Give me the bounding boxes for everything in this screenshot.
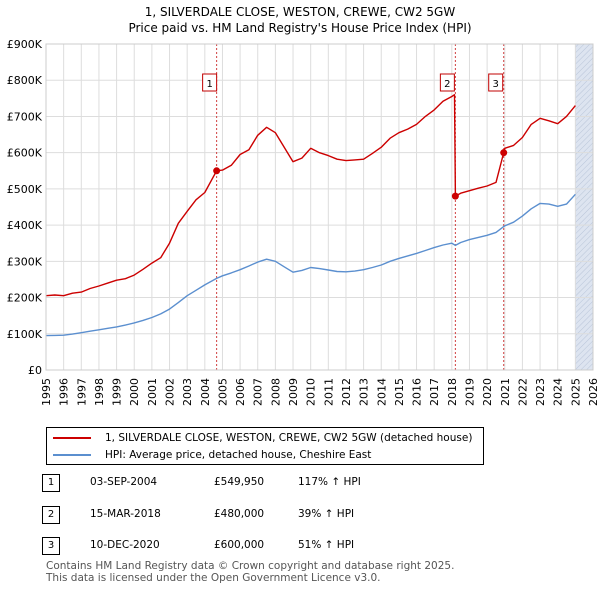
x-tick-label: 2024 — [552, 378, 565, 406]
legend-swatch-property — [53, 437, 91, 439]
x-tick-label: 2020 — [481, 378, 494, 406]
footer-attribution: Contains HM Land Registry data © Crown c… — [46, 560, 454, 584]
x-tick-label: 2023 — [534, 378, 547, 406]
y-tick-label: £800K — [7, 74, 43, 87]
transaction-number-badge: 2 — [42, 506, 60, 524]
x-tick-label: 2007 — [252, 378, 265, 406]
transaction-price: £600,000 — [214, 539, 265, 551]
x-tick-label: 2013 — [358, 378, 371, 406]
sale-number-box — [202, 73, 218, 92]
x-tick-label: 2011 — [322, 378, 335, 406]
y-tick-label: £200K — [7, 292, 43, 305]
y-tick-label: £500K — [7, 183, 43, 196]
x-tick-label: 2008 — [269, 378, 282, 406]
x-tick-label: 2006 — [234, 378, 247, 406]
y-tick-label: £700K — [7, 110, 43, 123]
sale-point — [451, 192, 459, 200]
x-tick-label: 2026 — [587, 378, 600, 406]
x-tick-label: 2025 — [569, 378, 582, 406]
transaction-hpi-change: 117% ↑ HPI — [298, 476, 361, 488]
x-tick-label: 2005 — [216, 378, 229, 406]
x-tick-label: 2003 — [181, 378, 194, 406]
transaction-date: 10-DEC-2020 — [90, 539, 160, 551]
y-tick-label: £600K — [7, 147, 43, 160]
x-tick-label: 1999 — [111, 378, 124, 406]
y-tick-label: £900K — [7, 38, 43, 51]
transaction-price: £549,950 — [214, 476, 265, 488]
x-tick-label: 2021 — [499, 378, 512, 406]
transaction-number-badge: 3 — [42, 537, 60, 555]
x-tick-label: 2009 — [287, 378, 300, 406]
legend-item-property: 1, SILVERDALE CLOSE, WESTON, CREWE, CW2 … — [53, 430, 472, 446]
legend-label-hpi: HPI: Average price, detached house, Ches… — [105, 449, 372, 461]
x-tick-label: 2002 — [164, 378, 177, 406]
x-tick-label: 2019 — [463, 378, 476, 406]
transaction-price: £480,000 — [214, 508, 265, 520]
sale-number-box — [488, 73, 504, 92]
x-tick-label: 1995 — [40, 378, 53, 406]
x-tick-label: 2012 — [340, 378, 353, 406]
x-tick-label: 2017 — [428, 378, 441, 406]
chart-legend: 1, SILVERDALE CLOSE, WESTON, CREWE, CW2 … — [46, 427, 484, 465]
sale-point — [213, 167, 221, 175]
transaction-row: 3 10-DEC-2020 £600,000 51% ↑ HPI — [42, 537, 462, 559]
transaction-date: 15-MAR-2018 — [90, 508, 161, 520]
footer-copyright: Contains HM Land Registry data © Crown c… — [46, 560, 455, 572]
x-tick-label: 1997 — [75, 378, 88, 406]
transaction-hpi-change: 39% ↑ HPI — [298, 508, 355, 520]
hpi-line — [45, 193, 576, 337]
transaction-hpi-change: 51% ↑ HPI — [298, 539, 355, 551]
y-tick-label: £400K — [7, 219, 43, 232]
y-tick-label: £0 — [28, 364, 42, 377]
y-tick-label: £100K — [7, 328, 43, 341]
transaction-row: 1 03-SEP-2004 £549,950 117% ↑ HPI — [42, 474, 462, 496]
transaction-date: 03-SEP-2004 — [90, 476, 158, 488]
sale-point — [500, 149, 508, 157]
sale-number-box — [439, 73, 455, 92]
sale-number-label: 2 — [444, 79, 450, 90]
property-price-line — [45, 94, 576, 297]
x-tick-label: 2014 — [375, 378, 388, 406]
x-tick-label: 2004 — [199, 378, 212, 406]
x-tick-label: 2001 — [146, 378, 159, 406]
x-tick-label: 2000 — [128, 378, 141, 406]
x-tick-label: 2022 — [516, 378, 529, 406]
x-tick-label: 1996 — [58, 378, 71, 406]
footer-licence: This data is licensed under the Open Gov… — [46, 572, 381, 584]
legend-label-property: 1, SILVERDALE CLOSE, WESTON, CREWE, CW2 … — [105, 432, 473, 444]
legend-item-hpi: HPI: Average price, detached house, Ches… — [53, 447, 371, 463]
chart-subtitle: Price paid vs. HM Land Registry's House … — [128, 21, 472, 35]
transaction-row: 2 15-MAR-2018 £480,000 39% ↑ HPI — [42, 506, 462, 528]
chart-title-address: 1, SILVERDALE CLOSE, WESTON, CREWE, CW2 … — [144, 5, 456, 19]
sale-number-label: 3 — [493, 79, 499, 90]
transaction-number-badge: 1 — [42, 474, 60, 492]
forecast-shade — [575, 44, 593, 370]
x-tick-label: 2018 — [446, 378, 459, 406]
x-tick-label: 2015 — [393, 378, 406, 406]
x-tick-label: 2016 — [411, 378, 424, 406]
plot-frame — [45, 43, 594, 371]
legend-swatch-hpi — [53, 454, 91, 456]
x-tick-label: 1998 — [93, 378, 106, 406]
sale-number-label: 1 — [206, 79, 212, 90]
x-tick-label: 2010 — [305, 378, 318, 406]
y-tick-label: £300K — [7, 255, 43, 268]
price-chart: £0 £100K £200K £300K £400K £500K £600K £700K £80… — [7, 38, 600, 406]
